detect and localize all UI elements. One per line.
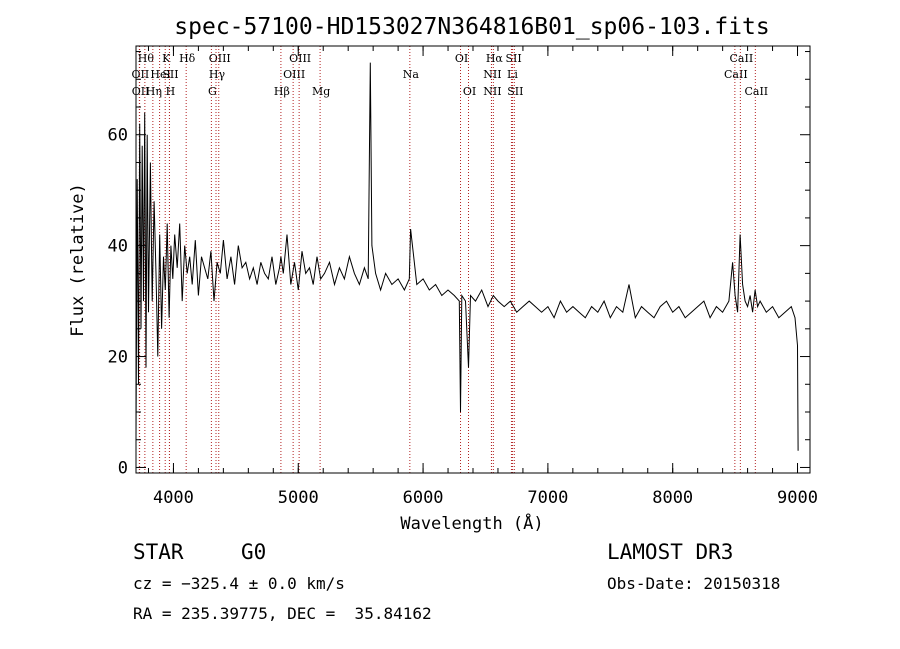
x-axis-label: Wavelength (Å) [400, 512, 543, 534]
x-tick-label-5: 9000 [777, 488, 818, 508]
line-marker-label-17: OI [455, 52, 468, 65]
line-marker-label-14: OIII [289, 52, 311, 65]
line-marker-label-2: Hθ [138, 52, 155, 65]
line-marker-label-8: Hδ [179, 52, 196, 65]
line-marker-label-20: NII [483, 85, 501, 98]
line-marker-label-27: CaII [744, 85, 768, 98]
line-marker-label-23: Li [507, 68, 518, 81]
line-marker-label-16: Na [403, 68, 420, 81]
x-tick-label-0: 4000 [153, 488, 194, 508]
line-marker-label-12: Hβ [274, 85, 290, 98]
y-tick-label-0: 0 [118, 458, 128, 478]
line-marker-label-7: H [166, 85, 176, 98]
line-marker-label-18: OI [463, 85, 476, 98]
flux-series [135, 62, 799, 451]
line-marker-label-10: OIII [209, 52, 231, 65]
x-tick-label-1: 5000 [278, 488, 319, 508]
line-marker-label-13: OIII [283, 68, 305, 81]
line-marker-label-21: Hα [486, 52, 504, 65]
line-marker-label-25: CaII [724, 68, 748, 81]
line-marker-label-15: Mg [312, 85, 330, 98]
observation-date: Obs-Date: 20150318 [607, 574, 781, 593]
line-marker-label-5: K [162, 52, 171, 65]
line-marker-label-26: CaII [730, 52, 754, 65]
y-tick-label-1: 20 [108, 348, 128, 368]
redshift-velocity: cz = −325.4 ± 0.0 km/s [133, 574, 345, 593]
chart-title: spec-57100-HD153027N364816B01_sp06-103.f… [174, 14, 769, 40]
y-tick-label-3: 60 [108, 126, 128, 146]
line-marker-label-4: HeI [150, 68, 170, 81]
line-marker-label-24: SII [507, 85, 523, 98]
line-marker-label-11: Hγ [209, 68, 226, 81]
flux-line [135, 62, 799, 451]
object-subclass: G0 [241, 540, 267, 564]
coordinates: RA = 235.39775, DEC = 35.84162 [133, 604, 432, 623]
object-class: STAR [133, 540, 184, 564]
line-marker-label-22: SII [505, 52, 521, 65]
x-tick-label-4: 8000 [652, 488, 693, 508]
survey-name: LAMOST DR3 [607, 540, 734, 564]
x-axis: 4000 5000 6000 7000 8000 9000 [147, 46, 818, 508]
line-marker-label-6: SII [162, 68, 178, 81]
x-tick-label-3: 7000 [527, 488, 568, 508]
line-marker-label-3: Hη [146, 85, 162, 98]
line-marker-label-19: NII [483, 68, 501, 81]
y-axis-label: Flux (relative) [68, 183, 88, 337]
y-tick-label-2: 40 [108, 237, 128, 257]
emission-line-markers: OIIOIIHθHηHeIKSIIHHδGOIIIHγHβOIIIOIIIMgN… [132, 46, 768, 473]
line-marker-label-9: G [208, 85, 217, 98]
y-axis: 0 20 40 60 [108, 51, 810, 478]
x-tick-label-2: 6000 [403, 488, 444, 508]
